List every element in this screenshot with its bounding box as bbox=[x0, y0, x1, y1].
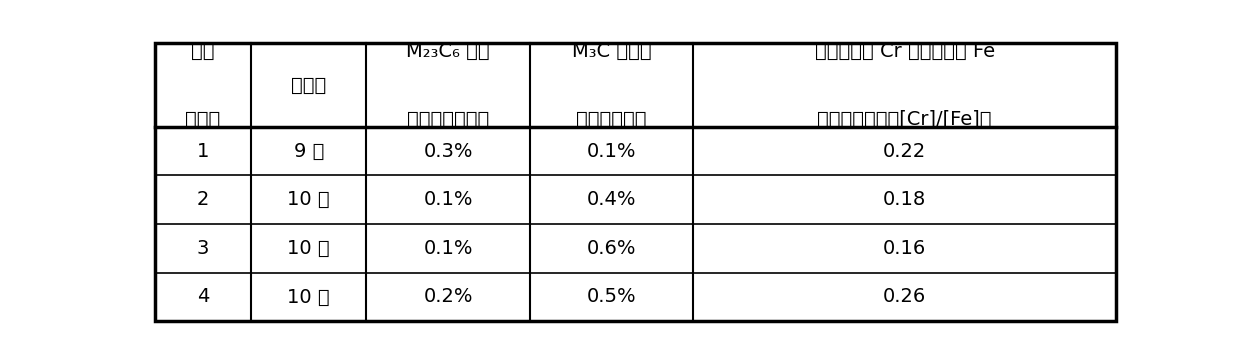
Text: 1: 1 bbox=[197, 142, 210, 161]
Text: 3: 3 bbox=[197, 239, 210, 258]
Text: 0.4%: 0.4% bbox=[587, 190, 636, 209]
Text: 0.1%: 0.1% bbox=[423, 239, 472, 258]
Text: 0.1%: 0.1% bbox=[423, 190, 472, 209]
Text: 0.1%: 0.1% bbox=[587, 142, 636, 161]
Text: 10 级: 10 级 bbox=[288, 239, 330, 258]
Text: 0.18: 0.18 bbox=[883, 190, 926, 209]
Text: 0.6%: 0.6% bbox=[587, 239, 636, 258]
Text: 9 级: 9 级 bbox=[294, 142, 324, 161]
Text: 0.5%: 0.5% bbox=[587, 287, 636, 306]
Text: 10 级: 10 级 bbox=[288, 287, 330, 306]
Text: 2: 2 bbox=[197, 190, 210, 209]
Text: 0.2%: 0.2% bbox=[423, 287, 472, 306]
Text: 0.16: 0.16 bbox=[883, 239, 926, 258]
Text: 0.26: 0.26 bbox=[883, 287, 926, 306]
Text: 实施

例编号: 实施 例编号 bbox=[186, 42, 221, 129]
Text: 10 级: 10 级 bbox=[288, 190, 330, 209]
Text: 0.3%: 0.3% bbox=[423, 142, 472, 161]
Text: 0.22: 0.22 bbox=[883, 142, 926, 161]
Text: M₃C 型碳化

物的体积含量: M₃C 型碳化 物的体积含量 bbox=[572, 42, 651, 129]
Text: 4: 4 bbox=[197, 287, 210, 306]
Text: 碳化物中的 Cr 平均浓度与 Fe

平均浓度之比（[Cr]/[Fe]）: 碳化物中的 Cr 平均浓度与 Fe 平均浓度之比（[Cr]/[Fe]） bbox=[815, 42, 994, 129]
Text: M₂₃C₆ 型碳

化物的体积含量: M₂₃C₆ 型碳 化物的体积含量 bbox=[407, 42, 490, 129]
Text: 晶粒度: 晶粒度 bbox=[291, 75, 326, 95]
